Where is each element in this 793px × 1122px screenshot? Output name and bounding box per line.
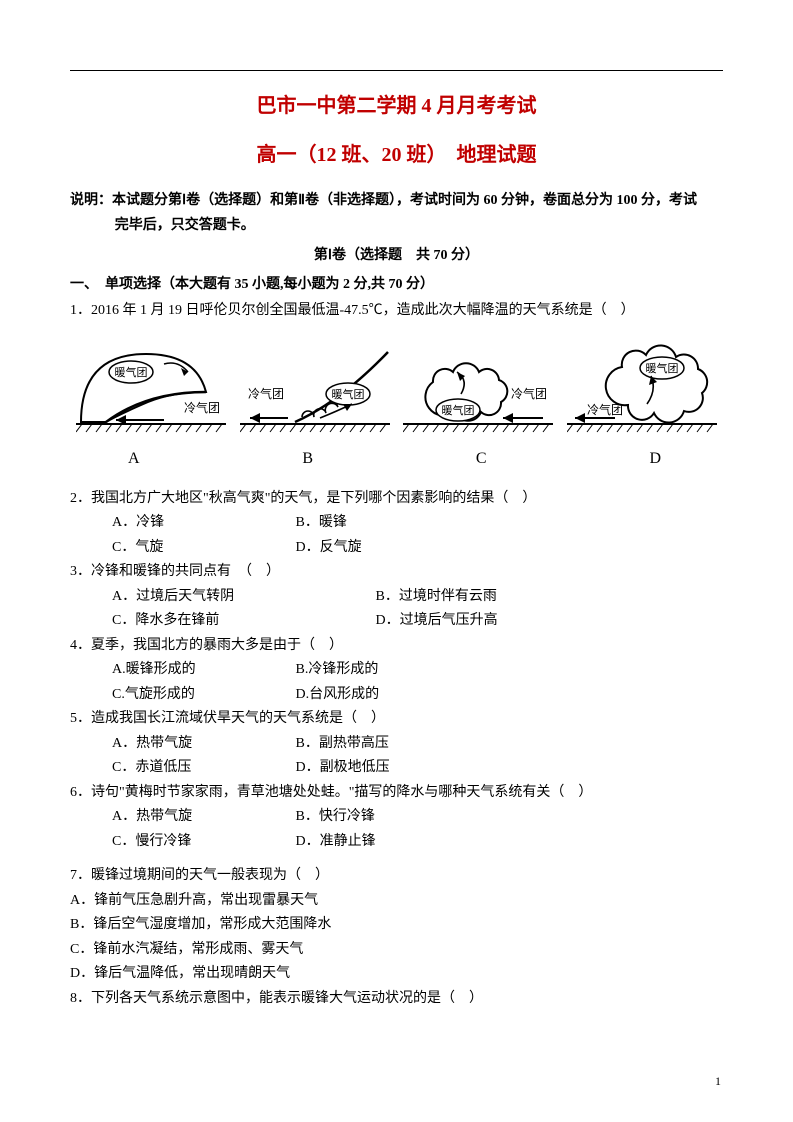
q7-stem: 7．暖锋过境期间的天气一般表现为（ ）	[70, 864, 723, 889]
q6-b: B．快行冷锋	[296, 805, 375, 830]
q6-d: D．准静止锋	[296, 830, 376, 855]
exam-page: 巴市一中第二学期 4 月月考考试 高一（12 班、20 班） 地理试题 说明：本…	[0, 0, 793, 1122]
figd-cold-label: 冷气团	[587, 402, 623, 417]
q8-stem: 8．下列各天气系统示意图中，能表示暖锋大气运动状况的是（ ）	[70, 987, 723, 1012]
section1-header: 一、 单项选择（本大题有 35 小题,每小题为 2 分,共 70 分）	[70, 273, 723, 298]
figure-b: 冷气团 暖气团	[240, 332, 390, 437]
q7-b: B．锋后空气湿度增加，常形成大范围降水	[70, 913, 723, 938]
q1-stem: 1．2016 年 1 月 19 日呼伦贝尔创全国最低温-47.5℃，造成此次大幅…	[70, 299, 723, 324]
q3-d: D．过境后气压升高	[376, 609, 498, 634]
figc-warm-label: 暖气团	[442, 403, 475, 417]
q3-stem: 3．冷锋和暖锋的共同点有 （ ）	[70, 560, 723, 585]
q3-options: A．过境后天气转阴 B．过境时伴有云雨 C．降水多在锋前 D．过境后气压升高	[112, 585, 723, 634]
q2-b: B．暖锋	[296, 511, 347, 536]
instructions-line1: 说明：本试题分第Ⅰ卷（选择题）和第Ⅱ卷（非选择题），考试时间为 60 分钟，卷面…	[70, 193, 697, 208]
q7-a: A．锋前气压急剧升高，常出现雷暴天气	[70, 889, 723, 914]
q1-figure-row: 暖气团 冷气团 冷气团 暖气团	[70, 332, 723, 437]
q5-a: A．热带气旋	[112, 732, 292, 757]
figlabel-a: A	[128, 445, 140, 473]
q2-stem: 2．我国北方广大地区"秋高气爽"的天气，是下列哪个因素影响的结果（ ）	[70, 487, 723, 512]
figure-a: 暖气团 冷气团	[76, 332, 226, 437]
figlabel-c: C	[476, 445, 487, 473]
q2-d: D．反气旋	[296, 536, 362, 561]
q2-options: A．冷锋 B．暖锋 C．气旋 D．反气旋	[112, 511, 723, 560]
q4-c: C.气旋形成的	[112, 683, 292, 708]
figc-cold-label: 冷气团	[511, 386, 547, 401]
figlabel-d: D	[649, 445, 661, 473]
figd-warm-label: 暖气团	[645, 361, 678, 375]
q2-a: A．冷锋	[112, 511, 292, 536]
q3-b: B．过境时伴有云雨	[376, 585, 497, 610]
q3-a: A．过境后天气转阴	[112, 585, 372, 610]
q6-options: A．热带气旋 B．快行冷锋 C．慢行冷锋 D．准静止锋	[112, 805, 723, 854]
q4-a: A.暖锋形成的	[112, 658, 292, 683]
page-number: 1	[715, 1071, 721, 1092]
figure-d: 暖气团 冷气团	[567, 332, 717, 437]
exam-title-line1: 巴市一中第二学期 4 月月考考试	[70, 89, 723, 124]
exam-title-line2: 高一（12 班、20 班） 地理试题	[70, 138, 723, 173]
figa-cold-label: 冷气团	[184, 400, 220, 415]
q7-c: C．锋前水汽凝结，常形成雨、雾天气	[70, 938, 723, 963]
figa-warm-label: 暖气团	[115, 365, 148, 379]
q5-c: C．赤道低压	[112, 756, 292, 781]
q5-d: D．副极地低压	[296, 756, 390, 781]
q4-b: B.冷锋形成的	[296, 658, 379, 683]
figlabel-b: B	[302, 445, 313, 473]
q6-stem: 6．诗句"黄梅时节家家雨，青草池塘处处蛙。"描写的降水与哪种天气系统有关（ ）	[70, 781, 723, 806]
q2-c: C．气旋	[112, 536, 292, 561]
q5-stem: 5．造成我国长江流域伏旱天气的天气系统是（ ）	[70, 707, 723, 732]
q4-options: A.暖锋形成的 B.冷锋形成的 C.气旋形成的 D.台风形成的	[112, 658, 723, 707]
top-rule	[70, 70, 723, 71]
q7-d: D．锋后气温降低，常出现晴朗天气	[70, 962, 723, 987]
q5-b: B．副热带高压	[296, 732, 389, 757]
q6-a: A．热带气旋	[112, 805, 292, 830]
q3-c: C．降水多在锋前	[112, 609, 372, 634]
instructions-line2: 完毕后，只交答题卡。	[115, 214, 723, 239]
part1-header: 第Ⅰ卷（选择题 共 70 分）	[70, 244, 723, 269]
instructions: 说明：本试题分第Ⅰ卷（选择题）和第Ⅱ卷（非选择题），考试时间为 60 分钟，卷面…	[70, 189, 723, 238]
figb-warm-label: 暖气团	[331, 387, 364, 401]
figure-labels: A B C D	[70, 445, 723, 473]
figure-c: 暖气团 冷气团	[403, 332, 553, 437]
q5-options: A．热带气旋 B．副热带高压 C．赤道低压 D．副极地低压	[112, 732, 723, 781]
figb-cold-label: 冷气团	[248, 386, 284, 401]
q6-c: C．慢行冷锋	[112, 830, 292, 855]
q4-d: D.台风形成的	[296, 683, 380, 708]
q4-stem: 4．夏季，我国北方的暴雨大多是由于（ ）	[70, 634, 723, 659]
spacer	[70, 854, 723, 864]
